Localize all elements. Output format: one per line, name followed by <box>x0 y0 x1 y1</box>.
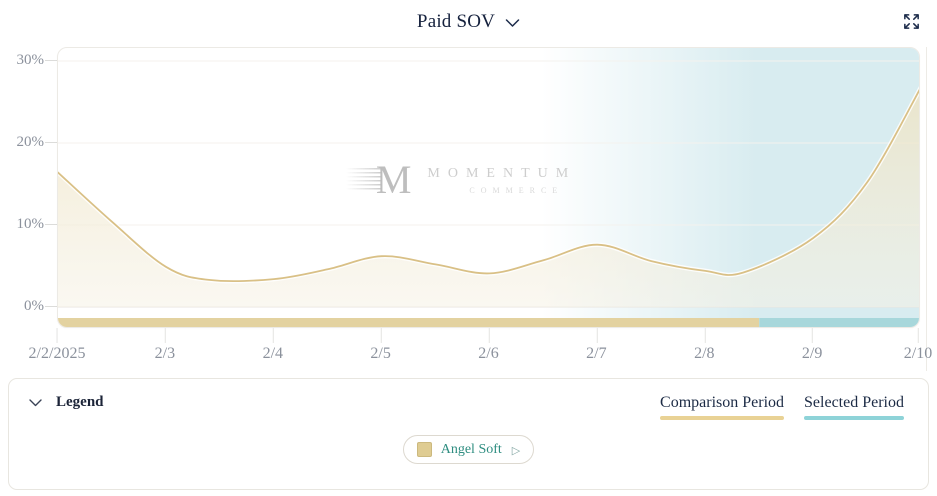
chart-plot-area[interactable]: M MOMENTUM COMMERCE <box>57 47 920 328</box>
page-title: Paid SOV <box>416 11 496 32</box>
legend-collapse-toggle[interactable]: Legend <box>29 394 104 411</box>
x-axis-tick-1: 2/3 <box>154 328 176 362</box>
y-axis-tick-20: 20% <box>0 132 58 152</box>
y-axis-tick-10: 10% <box>0 214 58 234</box>
x-axis-tick-7: 2/9 <box>801 328 823 362</box>
expand-icon <box>903 13 919 29</box>
comparison-period-underline <box>660 416 785 420</box>
x-axis-tick-0: 2/2/2025 <box>28 328 86 362</box>
expand-button[interactable] <box>899 9 923 33</box>
comparison-period-label[interactable]: Comparison Period <box>660 394 785 420</box>
legend-panel: Legend Comparison Period Selected Period… <box>8 378 929 490</box>
sov-area-fill <box>58 90 919 307</box>
x-axis-tick-2: 2/4 <box>262 328 284 362</box>
y-axis-tick-0: 0% <box>0 296 58 316</box>
series-label: Angel Soft <box>440 441 502 457</box>
selected-period-underline <box>804 416 904 420</box>
expand-series-icon: ▷ <box>511 444 521 457</box>
chart-header: Paid SOV <box>0 0 937 44</box>
comparison-period-bar <box>58 318 760 327</box>
adjacent-panel-edge <box>926 47 927 371</box>
chevron-down-icon <box>505 19 520 27</box>
selected-period-bar <box>759 318 919 327</box>
sov-chart-svg <box>58 48 919 327</box>
legend-item-angel-soft[interactable]: Angel Soft ▷ <box>402 435 535 464</box>
y-axis-tick-30: 30% <box>0 50 58 70</box>
x-axis-tick-4: 2/6 <box>478 328 499 362</box>
sov-line-path <box>58 88 919 282</box>
legend-title: Legend <box>56 394 104 410</box>
selected-period-label[interactable]: Selected Period <box>804 394 904 420</box>
x-axis-tick-8: 2/10 <box>903 328 933 362</box>
x-axis-tick-6: 2/8 <box>694 328 715 362</box>
x-axis-tick-3: 2/5 <box>370 328 391 362</box>
chevron-down-icon <box>29 398 42 406</box>
series-color-swatch <box>416 442 432 457</box>
chart-title-dropdown[interactable]: Paid SOV <box>417 11 520 33</box>
x-axis-tick-5: 2/7 <box>586 328 607 362</box>
